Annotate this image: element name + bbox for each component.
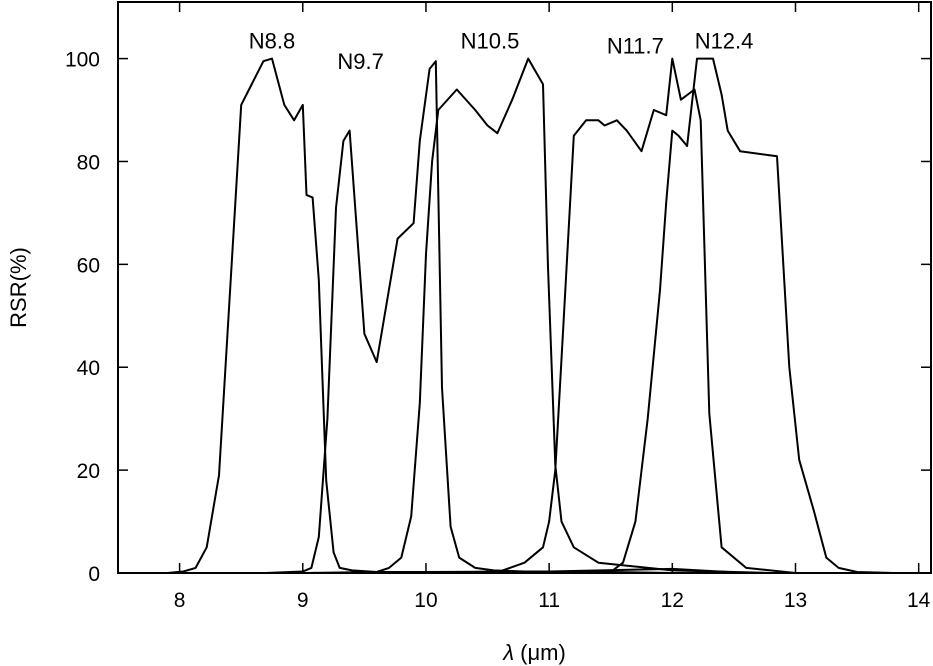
x-tick-label: 14 [907,589,931,612]
x-tick-label: 12 [661,589,684,612]
series-line-n12-4 [573,57,895,574]
series-label-n10-5: N10.5 [461,28,520,53]
series-label-n12-4: N12.4 [695,28,754,53]
y-tick-labels: 0 20 40 60 80 100 [65,49,100,586]
x-tick-label: 9 [297,589,309,612]
y-axis-label: RSR(%) [6,247,31,328]
y-tick-label: 80 [77,151,100,174]
axis-ticks [118,2,931,574]
x-tick-label: 13 [784,589,807,612]
series-line-n11-7 [425,57,796,574]
y-tick-label: 40 [77,357,100,380]
series-label-n9-7: N9.7 [337,49,383,74]
x-axis-symbol: λ [502,640,514,665]
y-tick-label: 20 [77,460,100,483]
y-tick-label: 60 [77,254,100,277]
x-tick-label: 10 [414,589,437,612]
series-line-n10-5 [302,57,771,574]
series-labels: N8.8 N9.7 N10.5 N11.7 N12.4 [249,28,754,74]
plot-frame [117,1,932,574]
series-label-n8-8: N8.8 [249,28,295,53]
x-tick-label: 8 [174,589,186,612]
plot-area: N8.8 N9.7 N10.5 N11.7 N12.4 [117,1,932,574]
series-label-n11-7: N11.7 [607,33,664,58]
series-line-n8-8 [167,57,747,574]
y-tick-label: 100 [65,49,100,72]
y-tick-label: 0 [88,563,100,586]
x-axis-unit: (μm) [520,640,566,665]
x-axis-label: λ (μm) [502,640,566,665]
series-curves [167,57,895,574]
series-line-n9-7 [265,60,673,574]
x-tick-labels: 8 9 10 11 12 13 14 [174,589,931,612]
x-tick-label: 11 [538,589,560,612]
